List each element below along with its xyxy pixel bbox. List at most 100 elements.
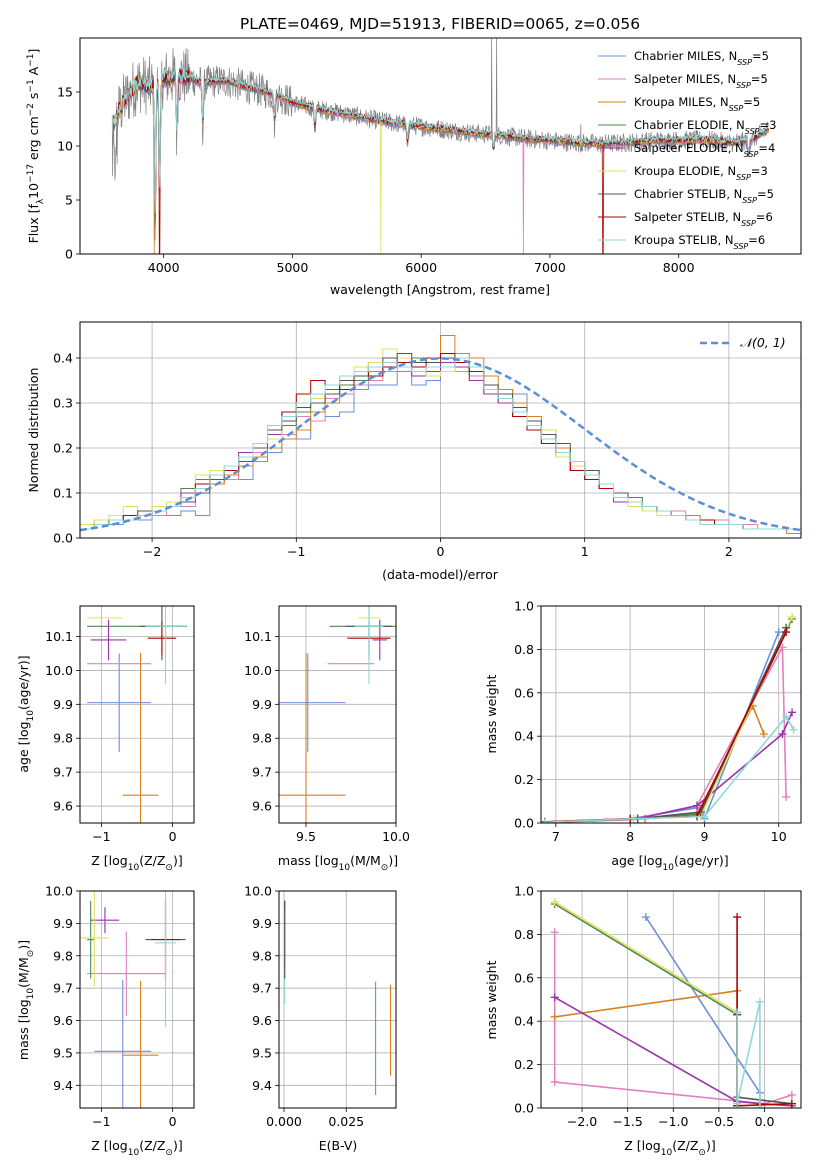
legend-name: Kroupa STELIB bbox=[634, 233, 718, 247]
weight-point-marker bbox=[629, 814, 638, 823]
legend-subscript: SSP bbox=[741, 219, 756, 228]
y-tick-label: 1.0 bbox=[514, 884, 534, 899]
x-tick-label: −2.0 bbox=[567, 1114, 597, 1129]
y-tick-label: 0.2 bbox=[514, 772, 534, 787]
weight-point-marker bbox=[787, 1090, 796, 1099]
x-tick-label: −1.5 bbox=[612, 1114, 642, 1129]
axes-frame bbox=[278, 890, 397, 1109]
legend-equals: = bbox=[751, 164, 761, 178]
y-tick-label: 15 bbox=[57, 85, 73, 100]
legend-name: Salpeter ELODIE bbox=[634, 141, 728, 155]
legend-entry: Salpeter ELODIE, NSSP=4 bbox=[634, 141, 775, 159]
plot-area bbox=[80, 891, 194, 1108]
legend-equals: = bbox=[743, 95, 753, 109]
y-axis-label-part: A bbox=[26, 66, 41, 79]
x-tick-label: 0.025 bbox=[328, 1114, 364, 1129]
x-tick-label: −1 bbox=[287, 544, 305, 559]
y-tick-label: 9.7 bbox=[53, 765, 73, 780]
weight-point-marker bbox=[787, 1099, 796, 1108]
x-axis-label: Z [log10(Z/Z⊙)] bbox=[624, 1138, 715, 1158]
weight-point-marker bbox=[733, 1099, 742, 1108]
weight-series-line bbox=[544, 631, 787, 823]
y-tick-label: 9.8 bbox=[252, 948, 272, 963]
legend-nssp: 6 bbox=[758, 233, 765, 247]
y-tick-label: 1.0 bbox=[514, 599, 534, 614]
plot-area bbox=[279, 606, 396, 823]
weight-series-line bbox=[736, 1001, 761, 1108]
weight-series-line bbox=[544, 715, 795, 823]
y-tick-label: 10 bbox=[57, 139, 73, 154]
y-axis-label: mass weight bbox=[484, 674, 499, 753]
x-axis-label-part: (M/M bbox=[350, 853, 381, 868]
weight-point-marker bbox=[641, 913, 650, 922]
legend-nssp: 5 bbox=[762, 49, 769, 63]
legend-name: Salpeter MILES bbox=[634, 72, 720, 86]
x-tick-label: 0 bbox=[169, 829, 177, 844]
y-tick-label: 9.7 bbox=[53, 981, 73, 996]
x-axis-label-part: )] bbox=[173, 853, 183, 868]
x-tick-label: 5000 bbox=[277, 260, 309, 275]
weight-point-marker bbox=[550, 1012, 559, 1021]
legend-entry: Chabrier STELIB, NSSP=5 bbox=[634, 187, 774, 205]
y-tick-label: 0.1 bbox=[53, 486, 73, 501]
legend-name: Kroupa MILES bbox=[634, 95, 713, 109]
weight-point-marker bbox=[550, 1077, 559, 1086]
x-tick-label: 0 bbox=[169, 1114, 177, 1129]
legend-nssp: 5 bbox=[760, 72, 767, 86]
legend-prefix: , N bbox=[726, 187, 742, 201]
age-vs-metallicity-panel: −1 0 9.6 9.7 9.8 9.9 10.0 10.1 bbox=[45, 605, 195, 844]
legend-entry: Salpeter STELIB, NSSP=6 bbox=[634, 210, 773, 228]
age-vs-mass-panel: 9.5 10.0 9.6 9.7 9.8 9.9 10.0 10.1 bbox=[244, 605, 410, 844]
x-tick-label: 7000 bbox=[534, 260, 566, 275]
y-tick-label: 0.6 bbox=[514, 970, 534, 985]
model-spectrum-line bbox=[113, 68, 769, 254]
weight-point-marker bbox=[788, 612, 797, 621]
legend-subscript: SSP bbox=[736, 81, 751, 90]
weight-point-marker bbox=[700, 812, 709, 821]
x-axis-label-part: ⊙ bbox=[698, 1148, 706, 1158]
y-tick-label: 9.9 bbox=[53, 916, 73, 931]
mass-vs-metallicity-panel: −1 0 9.4 9.5 9.6 9.7 9.8 9.9 10.0 bbox=[45, 884, 195, 1129]
model-spectrum-line bbox=[113, 67, 769, 213]
y-axis-label-part: (M/M bbox=[16, 957, 31, 988]
axes-frame bbox=[278, 605, 397, 824]
y-axis-label-part: Flux [f bbox=[26, 204, 41, 244]
x-tick-label: 9.5 bbox=[296, 829, 316, 844]
weight-point-marker bbox=[782, 792, 791, 801]
plot-area bbox=[541, 891, 801, 1108]
y-axis-label-part: −17 bbox=[26, 164, 36, 183]
y-tick-label: 9.6 bbox=[53, 799, 73, 814]
weight-point-marker bbox=[788, 708, 797, 717]
plot-area bbox=[279, 891, 396, 1108]
x-tick-label: 10 bbox=[771, 829, 787, 844]
legend-nssp: 6 bbox=[765, 210, 772, 224]
y-tick-label: 0.6 bbox=[514, 685, 534, 700]
x-tick-label: −1 bbox=[92, 829, 110, 844]
weight-point-marker bbox=[789, 725, 798, 734]
x-axis-label-part: (Z/Z bbox=[139, 1138, 165, 1153]
y-tick-label: 10.1 bbox=[45, 629, 73, 644]
x-axis-label-part: (age/yr)] bbox=[674, 853, 729, 868]
legend-entry: Kroupa ELODIE, NSSP=3 bbox=[634, 164, 768, 182]
y-tick-label: 0.4 bbox=[514, 729, 534, 744]
x-tick-label: 2 bbox=[725, 544, 733, 559]
y-axis-label-part: )] bbox=[16, 940, 31, 950]
legend-name: Chabrier STELIB bbox=[634, 187, 726, 201]
legend-subscript: SSP bbox=[745, 127, 760, 136]
legend-equals: = bbox=[752, 49, 762, 63]
legend-entry: Kroupa MILES, NSSP=5 bbox=[634, 95, 760, 113]
legend-prefix: , N bbox=[728, 141, 744, 155]
y-axis-label-part: ] bbox=[26, 49, 41, 54]
y-tick-label: 9.9 bbox=[53, 697, 73, 712]
y-axis-label-part: (age/yr)] bbox=[16, 655, 31, 710]
legend-equals: = bbox=[758, 141, 768, 155]
figure-title: PLATE=0469, MJD=51913, FIBERID=0065, z=0… bbox=[240, 15, 640, 33]
x-axis-label-part: 10 bbox=[663, 863, 675, 873]
x-axis-label-part: )] bbox=[388, 853, 398, 868]
plot-area bbox=[541, 606, 801, 823]
y-tick-label: 0.8 bbox=[514, 642, 534, 657]
x-tick-label: 8 bbox=[626, 829, 634, 844]
y-tick-label: 5 bbox=[65, 193, 73, 208]
y-tick-label: 0.4 bbox=[53, 351, 73, 366]
